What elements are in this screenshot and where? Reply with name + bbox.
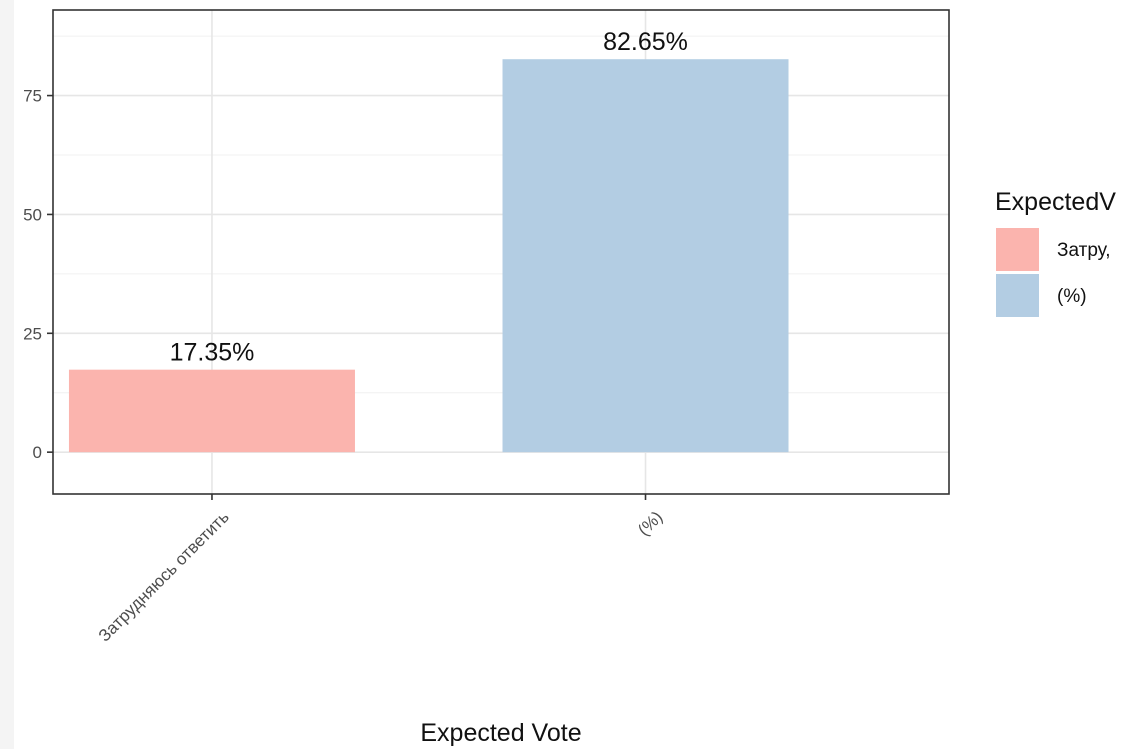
bar-value-label: 82.65% bbox=[603, 28, 688, 56]
legend-swatch bbox=[996, 228, 1039, 271]
y-tick-label: 25 bbox=[23, 324, 42, 343]
left-margin-strip bbox=[0, 0, 14, 749]
y-tick-label: 50 bbox=[23, 205, 42, 224]
bar-value-labels: 17.35% 82.65% bbox=[170, 28, 688, 366]
y-axis: 0 25 50 75 bbox=[23, 87, 53, 462]
bars bbox=[68, 59, 789, 453]
plot-panel-border bbox=[52, 9, 950, 495]
x-tick-label: (%) bbox=[634, 507, 666, 539]
legend-swatch bbox=[996, 274, 1039, 317]
legend-title: ExpectedV bbox=[995, 188, 1116, 216]
y-tick-label: 0 bbox=[33, 443, 42, 462]
x-axis: Затрудняюсь ответить (%) bbox=[95, 494, 666, 645]
legend-label: (%) bbox=[1057, 286, 1087, 307]
legend: ExpectedV Затру, (%) bbox=[995, 188, 1116, 317]
bar bbox=[502, 59, 789, 453]
x-axis-title: Expected Vote bbox=[420, 719, 581, 747]
legend-label: Затру, bbox=[1057, 240, 1111, 261]
x-tick-label: Затрудняюсь ответить bbox=[95, 507, 233, 645]
y-tick-label: 75 bbox=[23, 87, 42, 106]
bar-value-label: 17.35% bbox=[170, 339, 255, 367]
bar bbox=[68, 369, 355, 453]
